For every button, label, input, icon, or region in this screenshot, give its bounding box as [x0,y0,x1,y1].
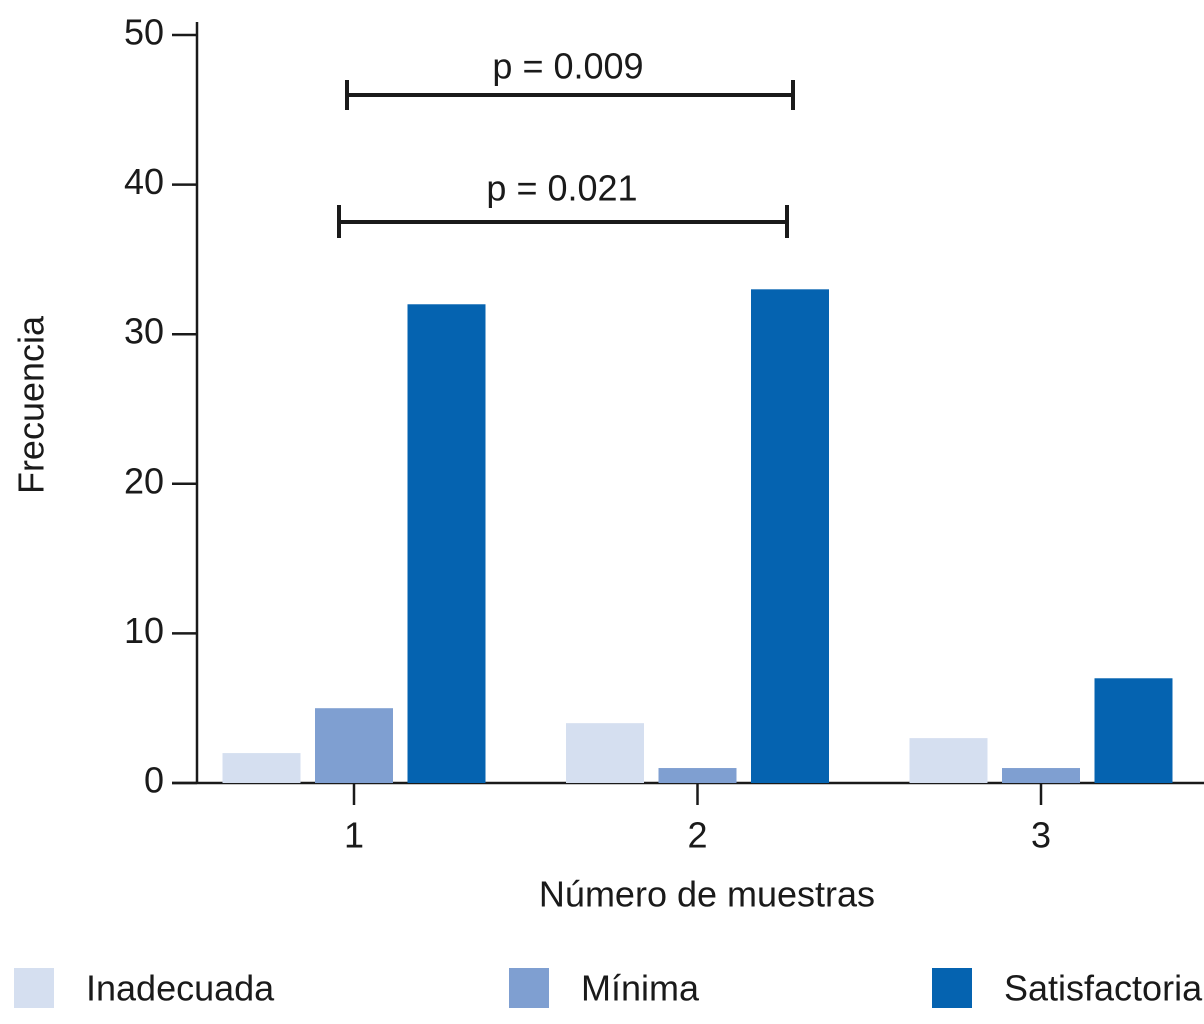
bar [1002,768,1080,783]
y-axis-label: Frecuencia [11,315,52,494]
bar [658,768,737,783]
legend-swatch [932,968,972,1008]
legend-label: Mínima [581,968,700,1009]
y-tick-label: 40 [124,161,164,202]
y-tick-label: 50 [124,12,164,53]
bar [1094,678,1173,783]
legend-swatch [14,968,54,1008]
x-tick-label: 3 [1031,815,1051,856]
legend-label: Inadecuada [86,968,275,1009]
legend-label: Satisfactoria [1004,968,1203,1009]
bar [315,708,393,783]
bar [407,304,486,783]
annotation: p = 0.021 [486,168,637,209]
y-tick-label: 0 [144,760,164,801]
bar [222,753,301,783]
legend-swatch [509,968,549,1008]
bar [909,738,988,783]
y-tick-label: 20 [124,460,164,501]
x-axis-label: Número de muestras [539,874,875,915]
annotation: p = 0.009 [492,46,643,87]
x-tick-label: 1 [344,815,364,856]
bracket: p = 0.021 [337,168,789,238]
y-tick-label: 10 [124,610,164,651]
bar [566,723,644,783]
y-tick-label: 30 [124,311,164,352]
bracket: p = 0.009 [345,46,795,110]
bar [751,289,829,783]
x-tick-label: 2 [687,815,707,856]
